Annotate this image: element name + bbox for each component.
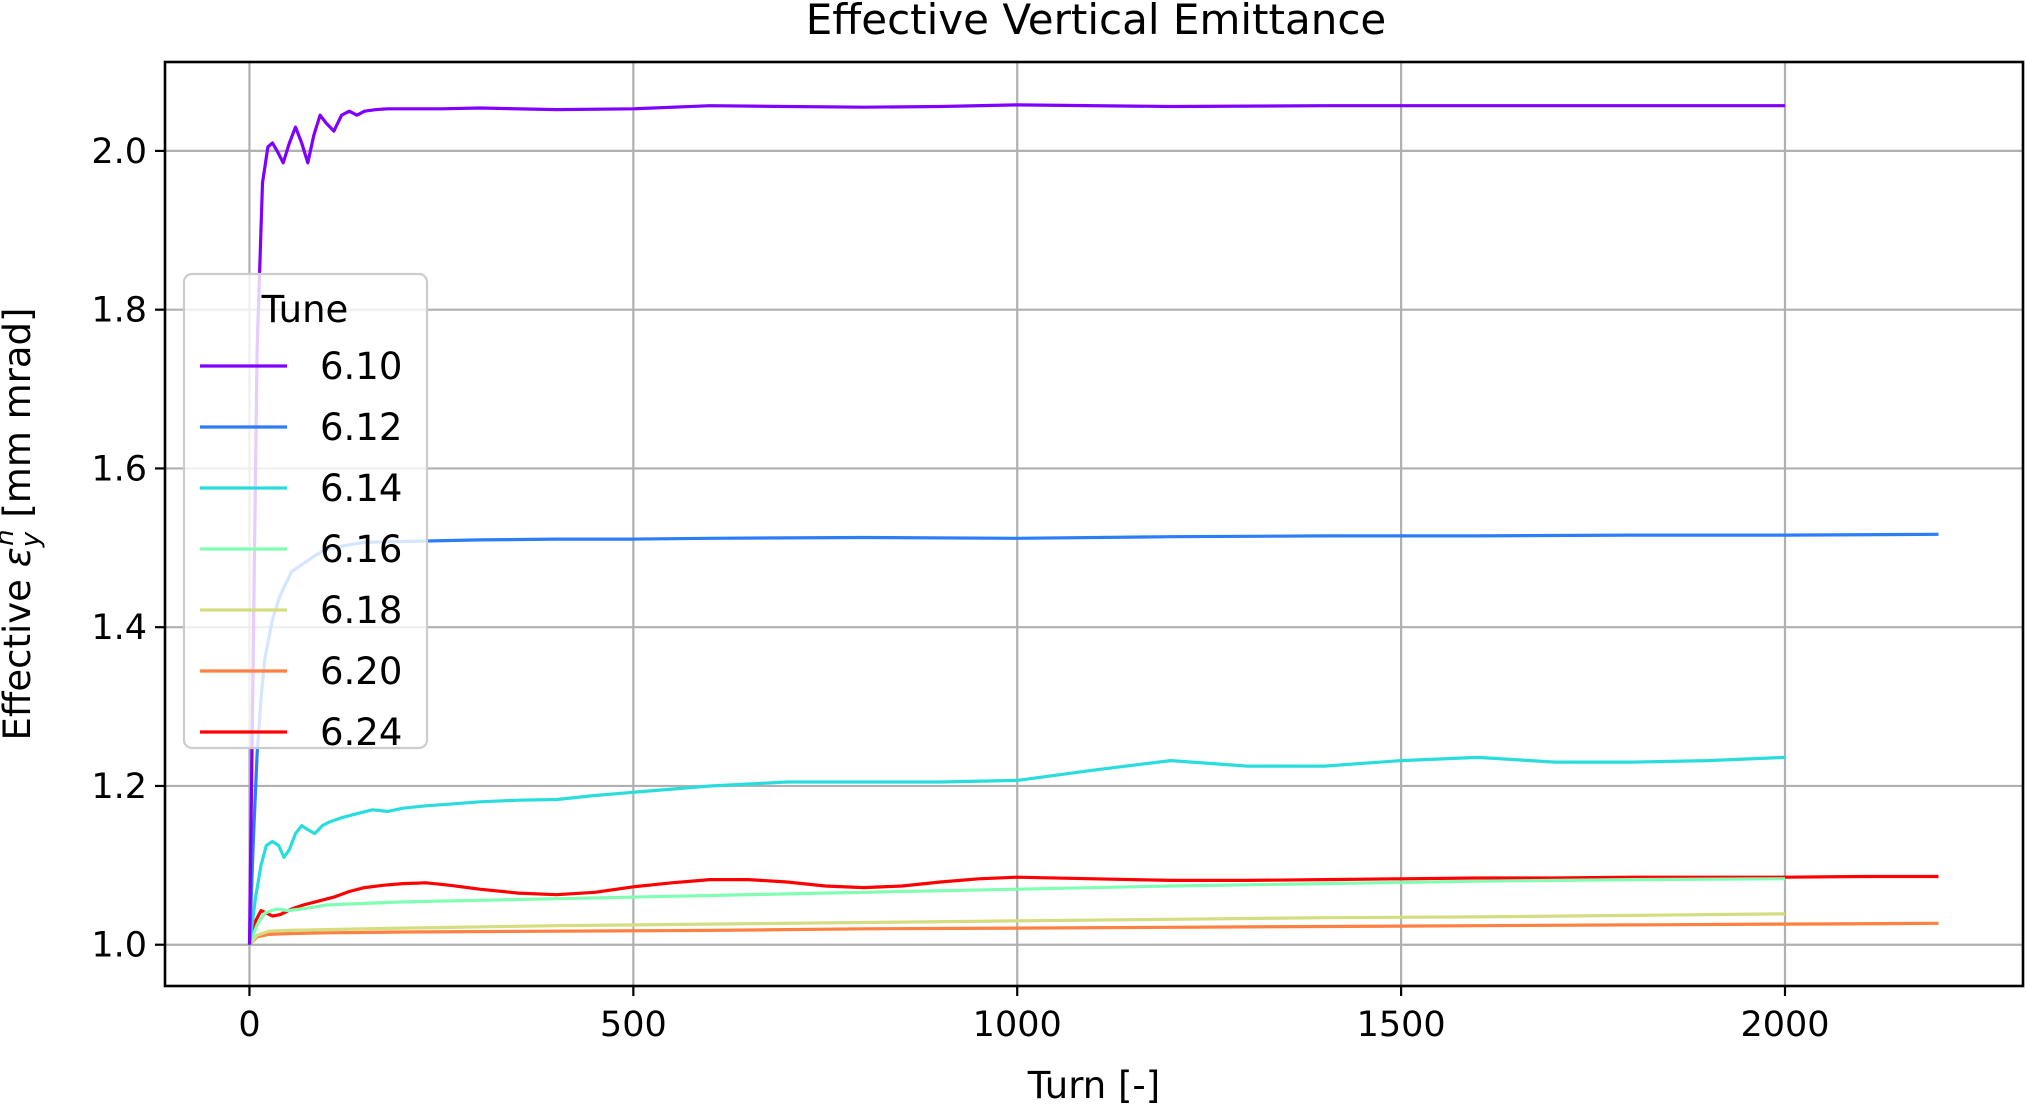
series-line-6-16 xyxy=(248,877,1786,946)
x-tick-label: 1000 xyxy=(973,1005,1062,1045)
legend-entry-label: 6.16 xyxy=(320,528,402,571)
legend-title: Tune xyxy=(261,288,349,331)
legend-entries: 6.10 6.12 6.14 6.16 6.18 6.20 6.24 xyxy=(200,345,402,754)
y-axis-label-symbol: ε xyxy=(0,547,39,567)
x-tick-label: 500 xyxy=(600,1005,667,1045)
y-axis-label-subscript: y xyxy=(16,531,46,548)
legend: Tune 6.10 6.12 6.14 6.16 6.18 6.20 6.24 xyxy=(182,272,429,754)
axis-ticks: 0 500 1000 1500 2000 1.0 1.2 1.4 1.6 1.8 2.0 xyxy=(91,132,1829,1045)
y-tick-label: 1.6 xyxy=(91,449,147,489)
y-axis-label-suffix: [mm mrad] xyxy=(0,308,39,530)
series-line-6-10 xyxy=(247,103,1785,945)
y-tick-label: 1.0 xyxy=(91,926,147,966)
y-axis-label: Effective εyn [mm mrad] xyxy=(0,308,46,741)
plot-frame xyxy=(163,60,2025,988)
y-axis-label-superscript: n xyxy=(0,529,20,545)
y-tick-label: 1.4 xyxy=(91,608,147,648)
legend-entry-label: 6.12 xyxy=(320,406,402,449)
y-axis-label-prefix: Effective xyxy=(0,567,39,740)
legend-box xyxy=(182,272,429,750)
x-tick-label: 0 xyxy=(238,1005,260,1045)
legend-entry-label: 6.24 xyxy=(320,711,402,754)
y-tick-label: 1.2 xyxy=(91,767,147,807)
series-line-6-20 xyxy=(248,921,1939,946)
legend-entry-label: 6.14 xyxy=(320,467,402,510)
series-line-6-18 xyxy=(248,912,1786,946)
series-line-6-24 xyxy=(247,874,1939,946)
x-axis-label: Turn [-] xyxy=(1027,1064,1160,1107)
y-tick-label: 1.8 xyxy=(91,291,147,331)
legend-entry-label: 6.18 xyxy=(320,589,402,632)
grid xyxy=(165,62,2023,986)
chart-title: Effective Vertical Emittance xyxy=(806,0,1387,44)
x-tick-label: 2000 xyxy=(1740,1005,1829,1045)
y-tick-label: 2.0 xyxy=(91,132,147,172)
series-line-6-14 xyxy=(247,755,1786,945)
x-tick-label: 1500 xyxy=(1357,1005,1446,1045)
legend-entry-label: 6.20 xyxy=(320,650,402,693)
legend-entry-label: 6.10 xyxy=(320,345,402,388)
